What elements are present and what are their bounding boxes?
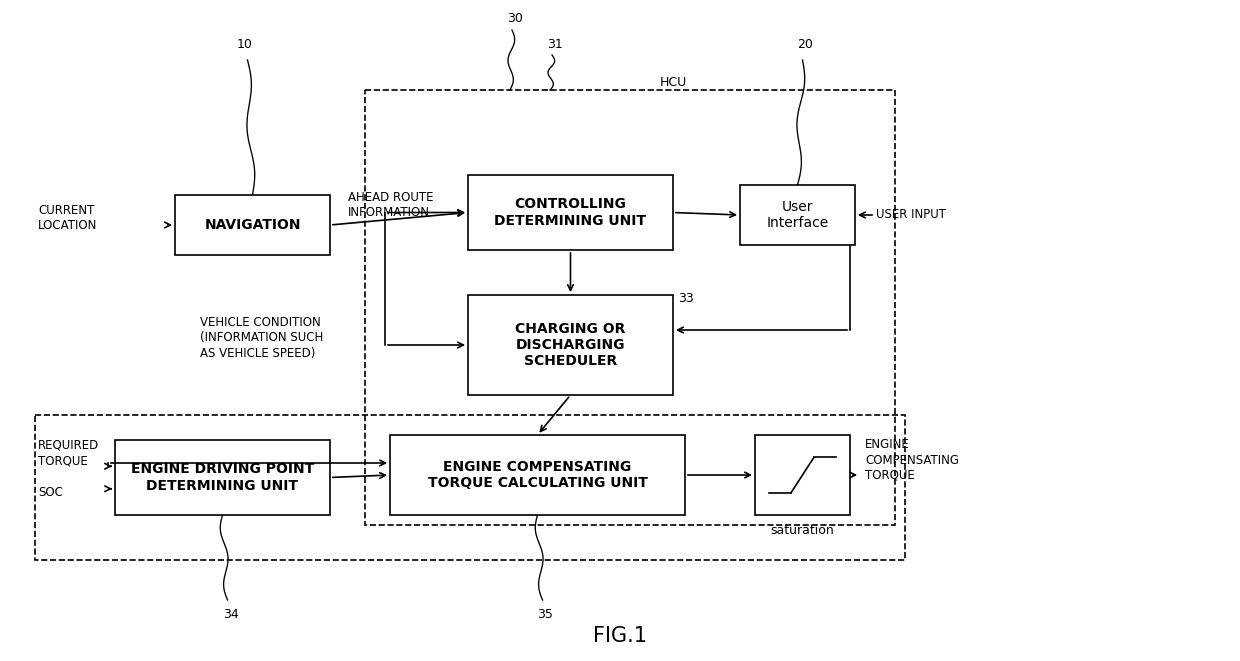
Text: FIG.1: FIG.1 [593, 626, 647, 646]
Text: 20: 20 [797, 38, 813, 52]
Text: NAVIGATION: NAVIGATION [205, 218, 301, 232]
Text: 35: 35 [538, 609, 553, 621]
Text: 31: 31 [547, 38, 563, 52]
FancyBboxPatch shape [391, 435, 684, 515]
Text: AHEAD ROUTE
INFORMATION: AHEAD ROUTE INFORMATION [348, 191, 434, 219]
Text: REQUIRED
TORQUE: REQUIRED TORQUE [38, 439, 99, 467]
Text: VEHICLE CONDITION
(INFORMATION SUCH
AS VEHICLE SPEED): VEHICLE CONDITION (INFORMATION SUCH AS V… [200, 317, 324, 360]
Text: 10: 10 [237, 38, 253, 52]
Text: User
Interface: User Interface [766, 200, 828, 230]
Text: CHARGING OR
DISCHARGING
SCHEDULER: CHARGING OR DISCHARGING SCHEDULER [516, 322, 626, 368]
Text: ENGINE
COMPENSATING
TORQUE: ENGINE COMPENSATING TORQUE [866, 438, 959, 481]
Text: 30: 30 [507, 11, 523, 24]
FancyBboxPatch shape [115, 440, 330, 515]
FancyBboxPatch shape [740, 185, 856, 245]
Text: CURRENT
LOCATION: CURRENT LOCATION [38, 204, 98, 232]
Text: ENGINE DRIVING POINT
DETERMINING UNIT: ENGINE DRIVING POINT DETERMINING UNIT [131, 463, 314, 492]
FancyBboxPatch shape [467, 175, 673, 250]
Text: SOC: SOC [38, 486, 63, 500]
Text: 33: 33 [678, 292, 694, 305]
Text: 34: 34 [223, 609, 238, 621]
FancyBboxPatch shape [467, 295, 673, 395]
Text: saturation: saturation [770, 524, 833, 537]
Text: HCU: HCU [660, 75, 687, 89]
Text: CONTROLLING
DETERMINING UNIT: CONTROLLING DETERMINING UNIT [495, 198, 646, 227]
FancyBboxPatch shape [755, 435, 849, 515]
Text: USER INPUT: USER INPUT [875, 208, 946, 221]
Text: ENGINE COMPENSATING
TORQUE CALCULATING UNIT: ENGINE COMPENSATING TORQUE CALCULATING U… [428, 460, 647, 490]
FancyBboxPatch shape [175, 195, 330, 255]
